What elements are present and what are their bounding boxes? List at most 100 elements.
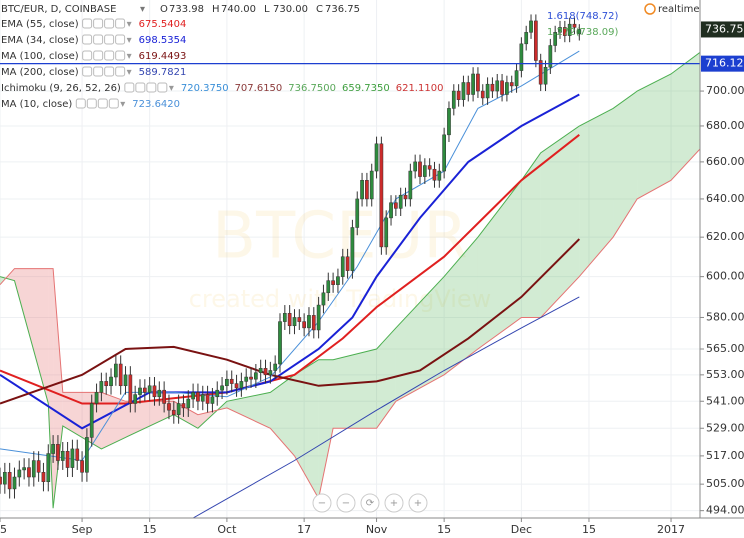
x-tick-label: Dec xyxy=(511,523,532,536)
candle-body xyxy=(249,376,253,380)
candle-body xyxy=(142,387,147,393)
candle-body xyxy=(471,73,475,95)
ohlc-key: O xyxy=(160,4,168,15)
candle-body xyxy=(340,256,345,277)
candle-body xyxy=(41,472,46,483)
candle-body xyxy=(138,387,142,395)
y-tick-label: 660.00 xyxy=(706,155,744,168)
cloud-fill xyxy=(671,52,700,181)
legend-button xyxy=(82,34,93,45)
candle-body xyxy=(543,66,548,85)
x-tick-label: 15 xyxy=(143,523,157,536)
y-tick-label: 505.00 xyxy=(706,477,744,490)
candle-body xyxy=(31,460,36,478)
candle-body xyxy=(123,374,128,387)
candle-body xyxy=(263,368,268,376)
scroll-left[interactable] xyxy=(336,493,356,513)
y-tick-label: 580.00 xyxy=(706,310,744,323)
legend-dropdown: ▾ xyxy=(127,67,132,78)
legend-button xyxy=(104,66,115,77)
y-tick-label: 620.00 xyxy=(706,230,744,243)
zoom-out[interactable] xyxy=(312,493,332,513)
candle-body xyxy=(268,370,273,376)
legend-button xyxy=(93,66,104,77)
legend-button xyxy=(108,98,119,109)
cloud-fill xyxy=(270,374,295,456)
legend-name: EMA (34, close) xyxy=(1,35,79,46)
candle-body xyxy=(538,60,543,85)
ohlc-value: 730.00 xyxy=(273,4,308,15)
candle-body xyxy=(476,73,480,92)
status: realtime xyxy=(658,4,700,15)
ma-line xyxy=(0,134,580,405)
legend-value: 736.7500 xyxy=(288,83,336,94)
reset[interactable] xyxy=(360,493,380,513)
legend-button xyxy=(104,50,115,61)
legend-value: 659.7350 xyxy=(342,83,390,94)
y-tick-label: 600.00 xyxy=(706,270,744,283)
cloud-fill xyxy=(579,108,614,277)
candle-body xyxy=(0,476,2,485)
candle-body xyxy=(186,398,191,409)
cloud-fill xyxy=(318,359,334,499)
reset-icon: ⟳ xyxy=(366,498,375,509)
ohlc-key: C xyxy=(316,4,323,15)
dropdown[interactable]: ▾ xyxy=(140,4,145,15)
status-icon xyxy=(644,3,656,15)
symbol: BTC/EUR, D, COINBASE xyxy=(1,4,116,15)
candle-body xyxy=(94,392,99,404)
legend-name: EMA (55, close) xyxy=(1,19,79,30)
candle-body xyxy=(12,476,17,490)
x-tick-label: 15 xyxy=(582,523,596,536)
candle-body xyxy=(311,315,316,331)
y-tick-label: 541.00 xyxy=(706,394,744,407)
candle-body xyxy=(307,315,311,329)
candle-body xyxy=(548,45,553,68)
candle-body xyxy=(509,82,514,87)
candle-body xyxy=(287,313,292,327)
candle-body xyxy=(369,170,374,200)
cloud-fill xyxy=(444,237,478,375)
candle-body xyxy=(562,27,567,36)
ohlc-key: L xyxy=(264,4,270,15)
candle-body xyxy=(157,389,162,398)
plot xyxy=(0,14,700,518)
legend-button xyxy=(104,18,115,29)
legend: EMA (55, close) ▾ 675.5404 EMA (34, close) ▾… xyxy=(1,18,443,110)
candle-body xyxy=(7,472,12,490)
legend-button xyxy=(115,34,126,45)
legend-button xyxy=(93,18,104,29)
candle-body xyxy=(60,450,65,461)
legend-dropdown: ▾ xyxy=(127,35,132,46)
legend-name: Ichimoku (9, 26, 52, 26) xyxy=(1,83,121,94)
zoom-in-icon: + xyxy=(414,498,422,509)
candle-body xyxy=(514,70,519,87)
candle-body xyxy=(128,374,133,404)
candle-body xyxy=(234,383,239,389)
x-tick-label: 17 xyxy=(297,523,311,536)
candle-body xyxy=(133,394,138,404)
candle-body xyxy=(456,90,461,100)
legend-button xyxy=(93,50,104,61)
candle-body xyxy=(413,161,418,172)
price-tag-label: 716.12 xyxy=(705,57,744,70)
price-tag-label: 736.75 xyxy=(705,22,744,35)
y-tick-label: 529.00 xyxy=(706,421,744,434)
x-tick-label: 2017 xyxy=(657,523,685,536)
candle-body xyxy=(181,403,186,409)
candle-body xyxy=(75,448,80,461)
legend-value: 698.5354 xyxy=(139,35,187,46)
scroll-right[interactable] xyxy=(384,493,404,513)
legend-button xyxy=(124,82,135,93)
cloud-fill xyxy=(637,73,672,199)
cloud-fill xyxy=(395,276,445,402)
candle-body xyxy=(27,467,31,478)
legend-button xyxy=(115,66,126,77)
legend-button xyxy=(82,50,93,61)
candle-body xyxy=(379,143,384,248)
candle-body xyxy=(215,389,220,398)
zoom-in[interactable] xyxy=(408,493,428,513)
candle-body xyxy=(466,82,471,95)
candle-body xyxy=(442,134,446,172)
